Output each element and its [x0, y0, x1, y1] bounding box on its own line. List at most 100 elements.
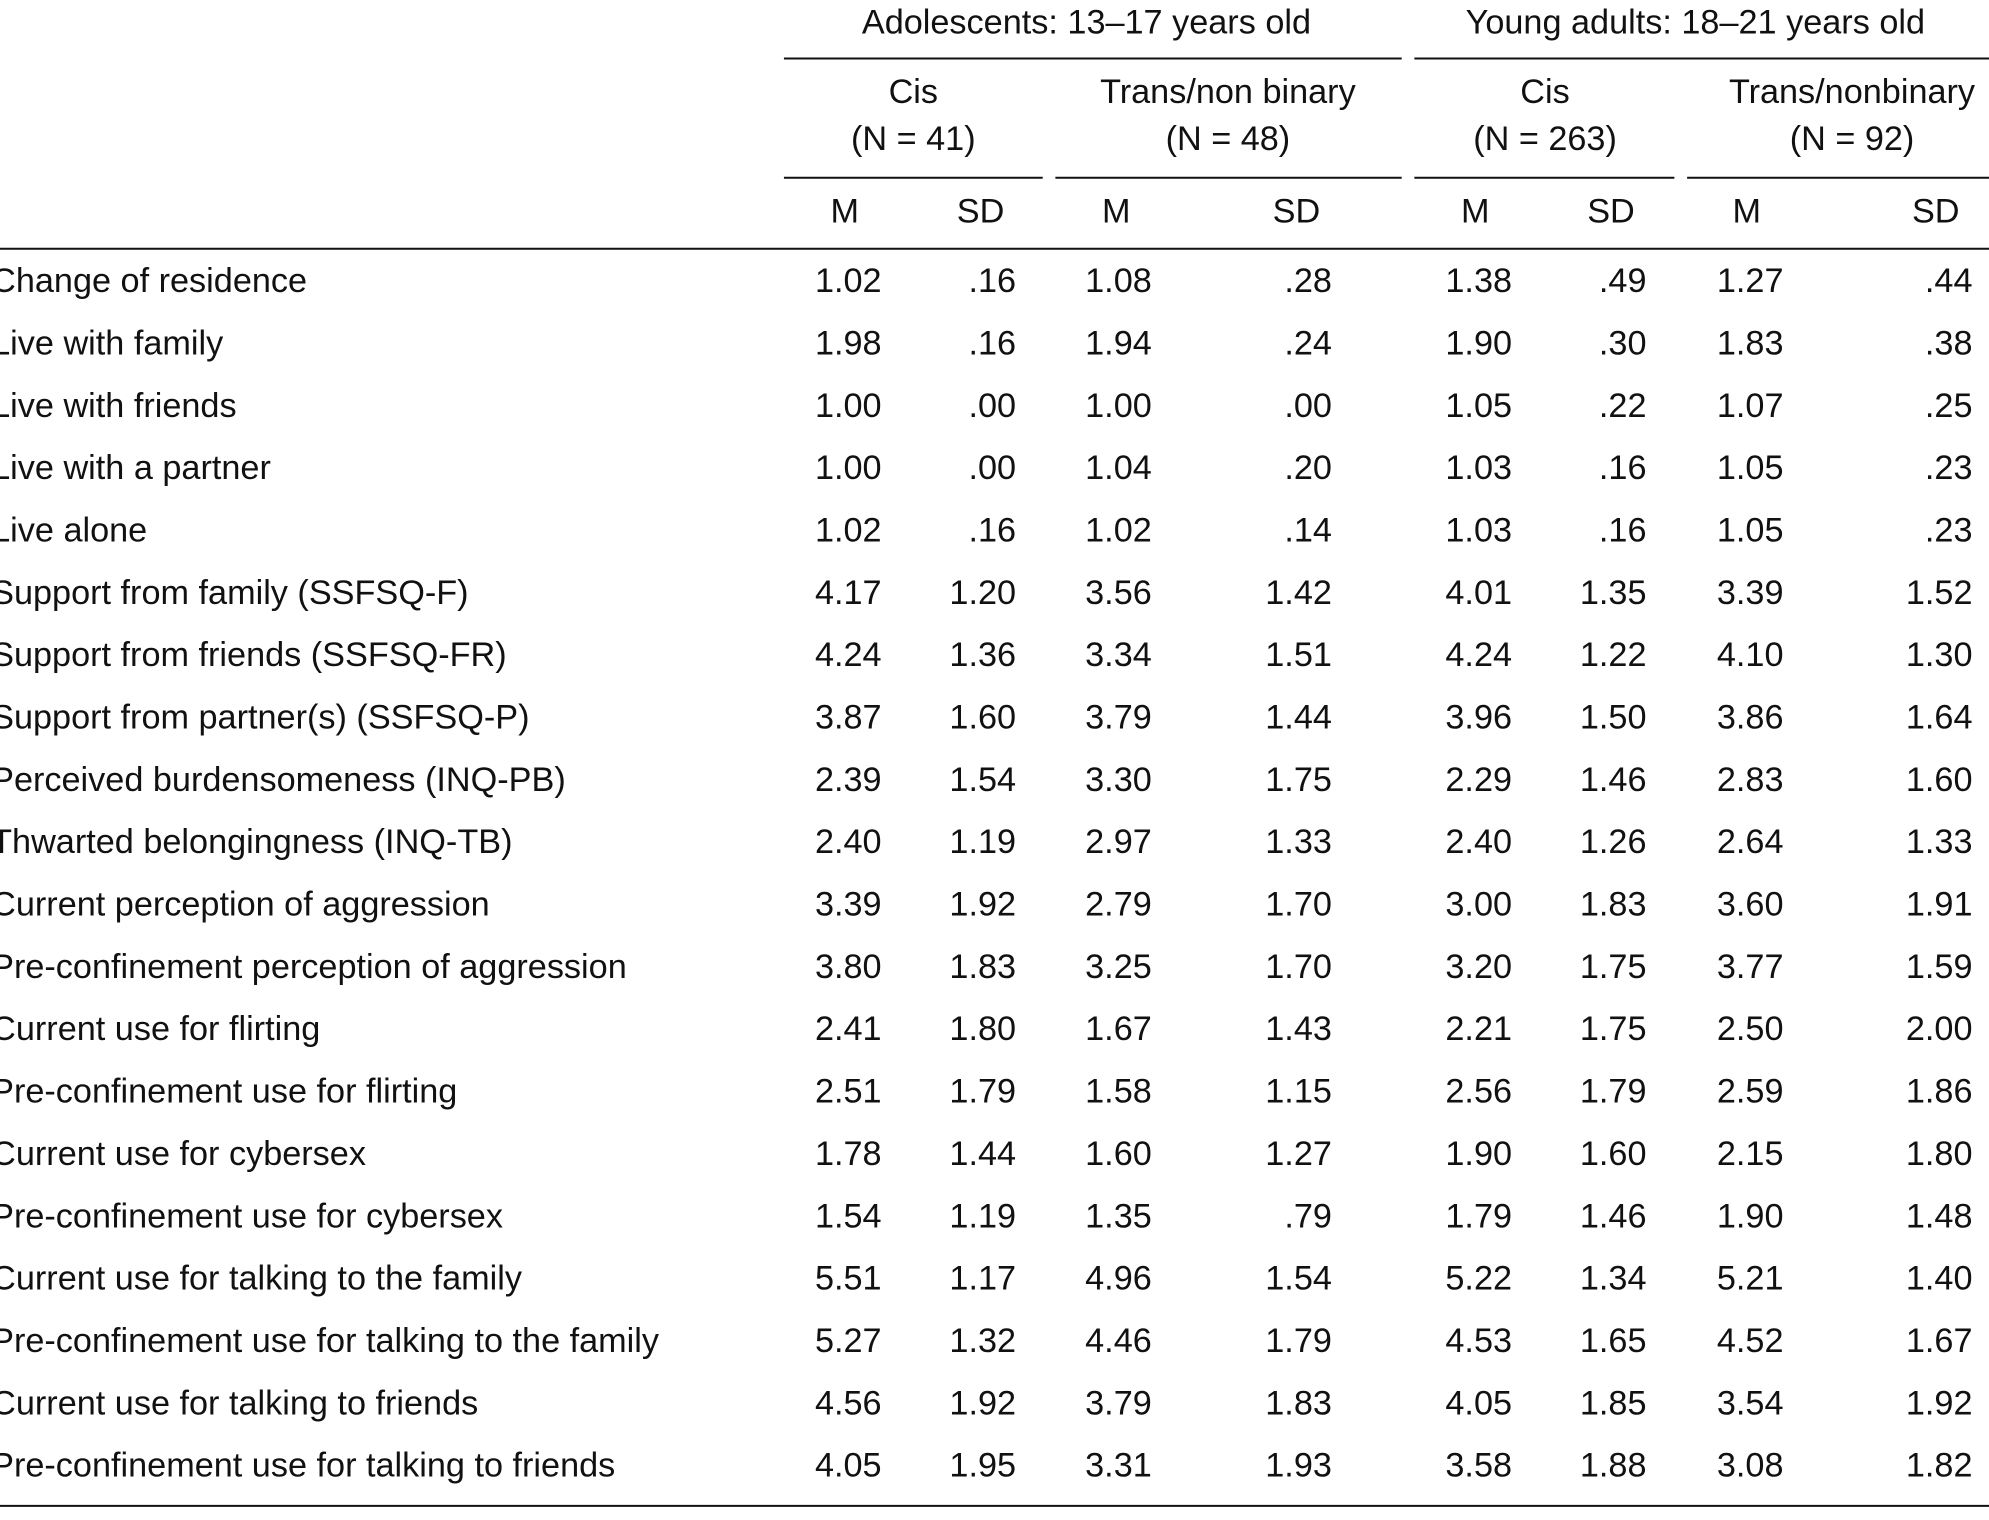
cell-value: 1.70: [1265, 948, 1332, 986]
cell-value: 4.01: [1445, 574, 1512, 612]
cell-value: 3.39: [815, 886, 882, 924]
cell-value: 1.46: [1580, 1197, 1647, 1235]
cell-value: 1.60: [1085, 1135, 1152, 1173]
subgroup-n: (N = 92): [1790, 120, 1915, 158]
cell-value: 1.79: [1580, 1073, 1647, 1111]
cell-value: 1.00: [815, 449, 882, 487]
cell-value: 1.30: [1906, 636, 1973, 674]
cell-value: 1.54: [949, 761, 1016, 799]
cell-value: 2.21: [1445, 1010, 1512, 1048]
cell-value: 2.29: [1445, 761, 1512, 799]
cell-value: 1.03: [1445, 511, 1512, 549]
group-header: Young adults: 18–21 years old: [1466, 3, 1925, 41]
row-label: Current use for flirting: [0, 1010, 320, 1048]
cell-value: 3.79: [1085, 1384, 1152, 1422]
row-label: Current use for cybersex: [0, 1135, 366, 1173]
cell-value: 3.25: [1085, 948, 1152, 986]
cell-value: 1.90: [1445, 1135, 1512, 1173]
cell-value: 1.22: [1580, 636, 1647, 674]
cell-value: 1.75: [1580, 948, 1647, 986]
cell-value: 1.33: [1906, 823, 1973, 861]
cell-value: 1.19: [949, 1197, 1016, 1235]
cell-value: .38: [1925, 324, 1973, 362]
column-header: M: [1102, 192, 1131, 230]
cell-value: .00: [968, 449, 1016, 487]
cell-value: 1.46: [1580, 761, 1647, 799]
cell-value: 4.05: [1445, 1384, 1512, 1422]
cell-value: 4.24: [815, 636, 882, 674]
cell-value: 5.27: [815, 1322, 882, 1360]
cell-value: 1.34: [1580, 1260, 1647, 1298]
row-label: Current use for talking to friends: [0, 1384, 478, 1422]
cell-value: 3.86: [1717, 699, 1784, 737]
cell-value: 2.40: [1445, 823, 1512, 861]
cell-value: 3.31: [1085, 1447, 1152, 1485]
cell-value: 1.88: [1580, 1447, 1647, 1485]
cell-value: 1.59: [1906, 948, 1973, 986]
cell-value: 1.58: [1085, 1073, 1152, 1111]
cell-value: 1.83: [1580, 886, 1647, 924]
cell-value: 1.79: [949, 1073, 1016, 1111]
cell-value: 1.20: [949, 574, 1016, 612]
cell-value: 5.51: [815, 1260, 882, 1298]
cell-value: .44: [1925, 262, 1973, 300]
cell-value: 2.15: [1717, 1135, 1784, 1173]
cell-value: 1.00: [1085, 387, 1152, 425]
cell-value: 3.60: [1717, 886, 1784, 924]
cell-value: 4.10: [1717, 636, 1784, 674]
cell-value: 1.79: [1265, 1322, 1332, 1360]
cell-value: .23: [1925, 449, 1973, 487]
cell-value: 2.59: [1717, 1073, 1784, 1111]
cell-value: 1.70: [1265, 886, 1332, 924]
cell-value: 3.00: [1445, 886, 1512, 924]
cell-value: .20: [1284, 449, 1332, 487]
cell-value: 1.27: [1265, 1135, 1332, 1173]
cell-value: 1.05: [1717, 511, 1784, 549]
cell-value: 1.91: [1906, 886, 1973, 924]
cell-value: 1.52: [1906, 574, 1973, 612]
cell-value: .16: [968, 324, 1016, 362]
cell-value: 1.43: [1265, 1010, 1332, 1048]
row-label: Support from partner(s) (SSFSQ-P): [0, 699, 529, 737]
cell-value: 1.50: [1580, 699, 1647, 737]
group-header: Adolescents: 13–17 years old: [862, 3, 1311, 41]
cell-value: .22: [1599, 387, 1647, 425]
cell-value: 1.90: [1717, 1197, 1784, 1235]
cell-value: 1.15: [1265, 1073, 1332, 1111]
cell-value: 1.02: [815, 262, 882, 300]
cell-value: 3.08: [1717, 1447, 1784, 1485]
cell-value: 1.92: [1906, 1384, 1973, 1422]
cell-value: 2.97: [1085, 823, 1152, 861]
subgroup-n: (N = 263): [1473, 120, 1617, 158]
cell-value: .23: [1925, 511, 1973, 549]
cell-value: 1.00: [815, 387, 882, 425]
cell-value: 1.64: [1906, 699, 1973, 737]
cell-value: 1.04: [1085, 449, 1152, 487]
cell-value: 1.03: [1445, 449, 1512, 487]
row-label: Pre-confinement use for talking to frien…: [0, 1447, 615, 1485]
cell-value: 3.79: [1085, 699, 1152, 737]
cell-value: 1.75: [1265, 761, 1332, 799]
subgroup-header: Cis: [1520, 73, 1569, 111]
cell-value: 1.44: [1265, 699, 1332, 737]
cell-value: 1.75: [1580, 1010, 1647, 1048]
cell-value: 1.08: [1085, 262, 1152, 300]
subgroup-n: (N = 41): [851, 120, 976, 158]
cell-value: 2.56: [1445, 1073, 1512, 1111]
cell-value: 4.46: [1085, 1322, 1152, 1360]
row-label: Change of residence: [0, 262, 307, 300]
cell-value: .24: [1284, 324, 1332, 362]
cell-value: 1.95: [949, 1447, 1016, 1485]
cell-value: 3.77: [1717, 948, 1784, 986]
cell-value: .30: [1599, 324, 1647, 362]
cell-value: .16: [1599, 449, 1647, 487]
column-header: M: [831, 192, 860, 230]
row-label: Live with family: [0, 324, 224, 362]
column-header: SD: [1587, 192, 1635, 230]
row-label: Perceived burdensomeness (INQ-PB): [0, 761, 566, 799]
cell-value: 1.92: [949, 886, 1016, 924]
cell-value: 2.50: [1717, 1010, 1784, 1048]
cell-value: .16: [1599, 511, 1647, 549]
cell-value: 1.80: [1906, 1135, 1973, 1173]
cell-value: 1.19: [949, 823, 1016, 861]
